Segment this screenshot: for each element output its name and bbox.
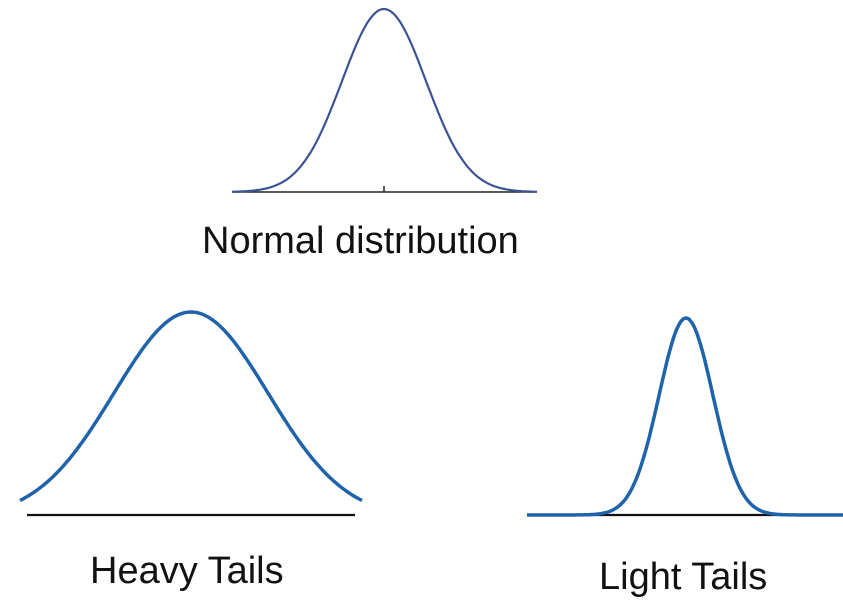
light-tails-label: Light Tails — [599, 556, 768, 598]
heavy-tails-curve — [19, 310, 363, 503]
light-tails-curve — [527, 316, 843, 517]
normal-distribution-label: Normal distribution — [202, 220, 519, 262]
heavy-tails-label: Heavy Tails — [90, 550, 284, 592]
normal-distribution-curve — [232, 7, 538, 193]
